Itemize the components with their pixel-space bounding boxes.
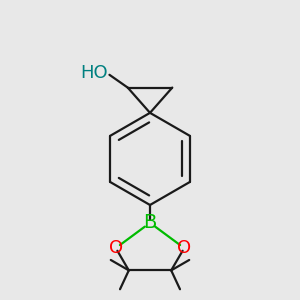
Text: O: O: [177, 239, 191, 257]
Text: O: O: [109, 239, 123, 257]
Text: HO: HO: [80, 64, 108, 82]
Text: B: B: [143, 213, 157, 232]
